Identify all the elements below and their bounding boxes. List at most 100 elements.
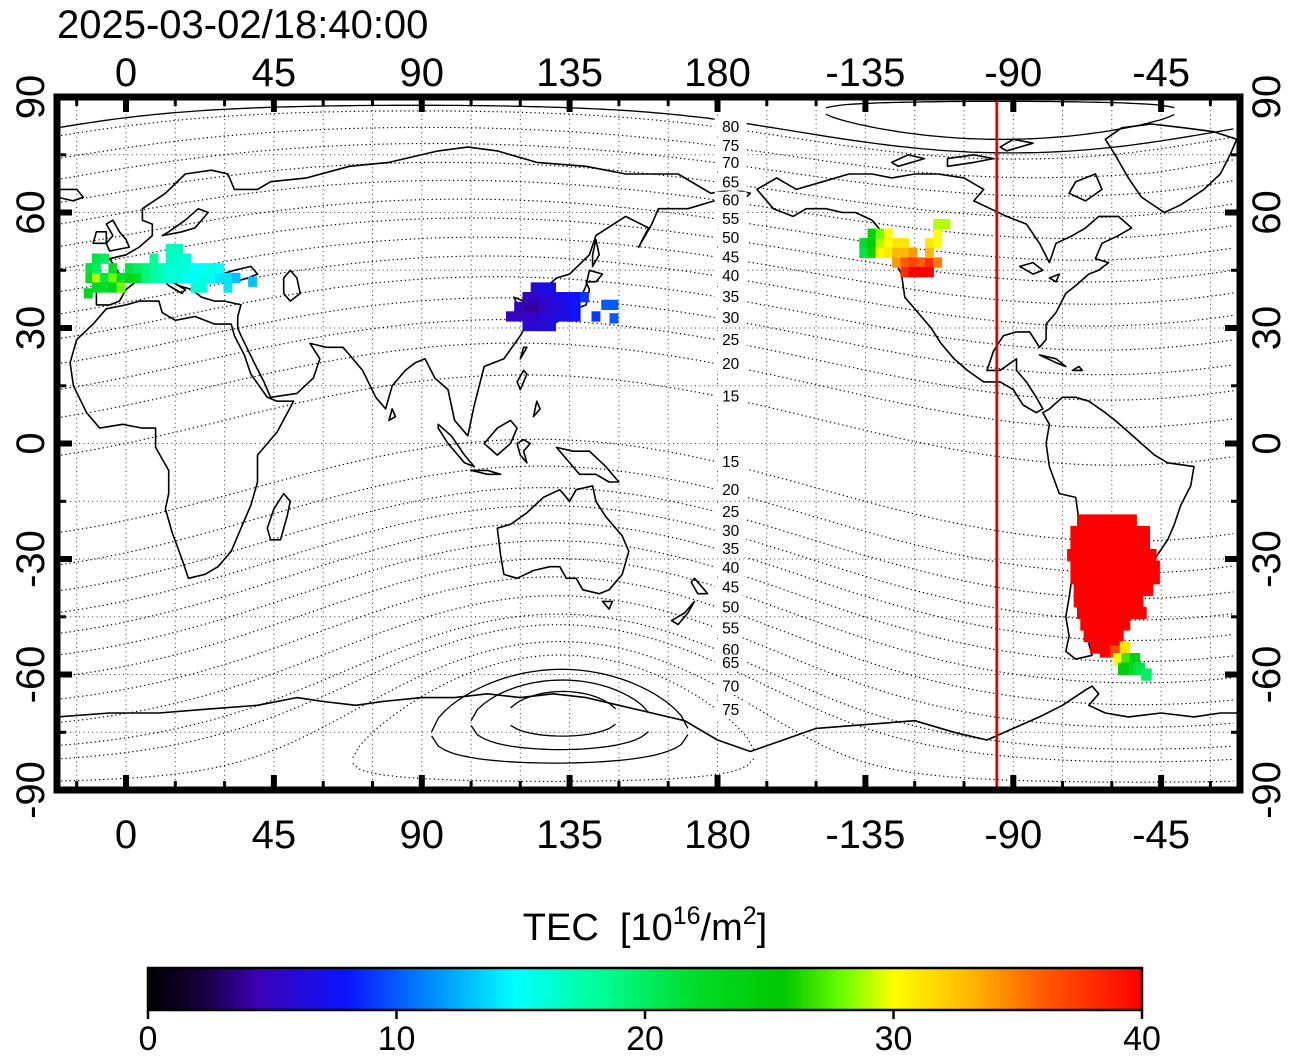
contour-label-mask bbox=[714, 677, 747, 695]
tec-cell bbox=[1109, 525, 1121, 539]
tec-cell bbox=[1129, 572, 1141, 585]
colorbar-title-end: ] bbox=[757, 907, 768, 949]
y-axis-label-right: -60 bbox=[1245, 646, 1289, 704]
colorbar-tick-label: 20 bbox=[626, 1020, 664, 1057]
tec-cell bbox=[223, 282, 233, 293]
tec-cell bbox=[133, 263, 142, 274]
tec-cell bbox=[506, 311, 515, 322]
tec-cell bbox=[538, 320, 548, 332]
tec-cell bbox=[1149, 560, 1160, 573]
coastline bbox=[946, 154, 995, 168]
contour-label-mask bbox=[714, 248, 747, 266]
contour-line bbox=[57, 142, 1234, 197]
contour-line bbox=[431, 734, 689, 764]
tec-cell bbox=[530, 320, 540, 332]
tec-cell bbox=[1132, 583, 1144, 596]
tec-cell bbox=[563, 311, 573, 322]
tec-cell bbox=[555, 292, 565, 303]
tec-cell bbox=[1139, 560, 1150, 573]
tec-cell bbox=[538, 311, 548, 322]
contour-label-mask bbox=[714, 598, 747, 616]
contour-label-mask bbox=[714, 540, 747, 558]
tec-cell bbox=[1134, 662, 1146, 675]
timestamp-title: 2025-03-02/18:40:00 bbox=[57, 3, 428, 47]
coastline bbox=[483, 419, 518, 456]
tec-cell bbox=[1119, 572, 1131, 585]
tec-cell bbox=[547, 320, 556, 332]
colorbar-title-sup1: 16 bbox=[673, 902, 701, 930]
tec-cell bbox=[1116, 549, 1127, 562]
tec-cell bbox=[1103, 583, 1114, 596]
tec-cell bbox=[190, 272, 200, 284]
coastline bbox=[532, 400, 541, 418]
contour-label-mask bbox=[714, 453, 747, 471]
contour-label: 60 bbox=[722, 192, 740, 209]
x-axis-label-top: -90 bbox=[984, 51, 1042, 95]
tec-cell bbox=[1083, 629, 1095, 643]
tec-cell bbox=[547, 311, 556, 322]
tec-cell bbox=[1090, 525, 1101, 539]
contour-line bbox=[57, 374, 1234, 466]
tec-cell bbox=[1118, 662, 1129, 675]
tec-cell bbox=[1132, 595, 1144, 608]
tec-cell bbox=[223, 272, 233, 284]
contour-label: 35 bbox=[722, 541, 739, 558]
tec-cell bbox=[892, 238, 901, 249]
tec-cell bbox=[141, 272, 151, 284]
tec-cell bbox=[1090, 560, 1101, 573]
contour-line bbox=[57, 297, 1234, 376]
colorbar-gradient bbox=[146, 966, 1144, 1012]
tec-cell bbox=[1109, 645, 1121, 658]
contour-label-mask bbox=[714, 387, 747, 405]
tec-cell bbox=[925, 247, 934, 259]
tec-cell bbox=[514, 301, 524, 312]
y-axis-label-left: 90 bbox=[9, 75, 53, 120]
x-axis-label-bottom: 45 bbox=[252, 813, 297, 857]
tec-cell bbox=[100, 282, 110, 293]
tec-cell bbox=[900, 267, 910, 278]
coastline bbox=[890, 154, 926, 168]
contour-label-mask bbox=[714, 173, 747, 191]
tec-cell bbox=[1080, 560, 1091, 573]
tec-cell bbox=[1109, 537, 1121, 550]
tec-cell bbox=[538, 292, 548, 303]
tec-cell bbox=[1136, 606, 1147, 620]
axis-labels: 0 0 45 45 90 90 135 135 180 180 -135 -135 -90 -90 -45 -… bbox=[9, 51, 1289, 857]
tec-cell bbox=[215, 272, 225, 284]
tec-cell bbox=[190, 282, 200, 293]
tec-cell bbox=[609, 313, 619, 324]
tec-cell bbox=[1093, 583, 1104, 596]
tec-cell bbox=[92, 282, 101, 293]
coastline bbox=[601, 600, 614, 610]
contour-label-mask bbox=[714, 522, 747, 540]
tec-cell bbox=[875, 247, 885, 259]
tec-cell bbox=[207, 263, 216, 274]
contour-label: 30 bbox=[722, 523, 740, 540]
tec-cell bbox=[149, 263, 159, 274]
tec-cell bbox=[1119, 560, 1131, 573]
tec-cell bbox=[916, 267, 926, 278]
tec-cell bbox=[1116, 514, 1127, 527]
tec-cells bbox=[83, 218, 1160, 681]
x-axis-label-bottom: 90 bbox=[400, 813, 445, 857]
contour-line bbox=[57, 161, 1234, 219]
tec-cell bbox=[1126, 514, 1137, 527]
tec-cell bbox=[859, 238, 869, 249]
coastline bbox=[999, 138, 1034, 152]
colorbar-ticks: 0 10 20 30 40 bbox=[139, 1010, 1161, 1058]
contour-label: 45 bbox=[722, 579, 739, 596]
coastline bbox=[555, 446, 620, 483]
tec-cell bbox=[198, 282, 208, 293]
tec-cell bbox=[538, 301, 548, 312]
tec-cell bbox=[100, 272, 110, 284]
tec-cell bbox=[1109, 560, 1121, 573]
tec-cell bbox=[1142, 583, 1154, 596]
contour-label-mask bbox=[714, 118, 747, 136]
tec-cell bbox=[174, 253, 183, 264]
tec-cell bbox=[522, 301, 532, 312]
y-axis-label-left: -60 bbox=[9, 646, 53, 704]
tec-cell bbox=[198, 263, 208, 274]
tec-cell bbox=[1141, 668, 1152, 681]
colorbar-tick-label: 30 bbox=[875, 1020, 913, 1057]
